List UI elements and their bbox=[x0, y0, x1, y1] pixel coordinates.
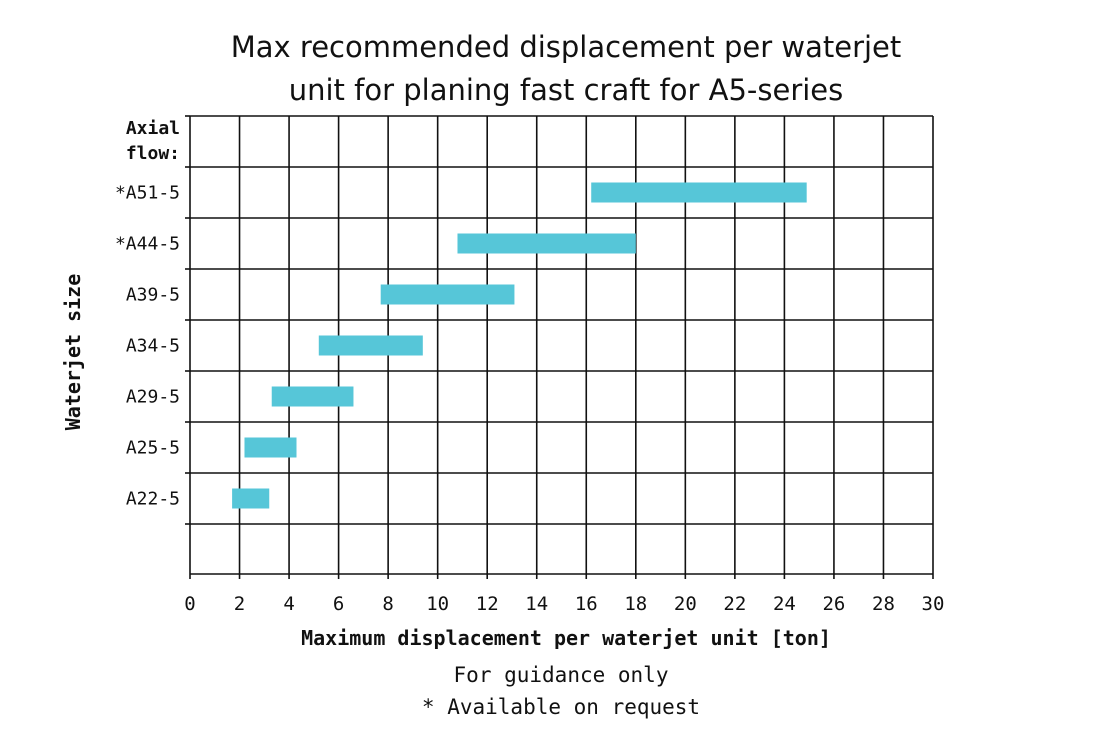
x-tick-label: 2 bbox=[234, 593, 245, 615]
availability-note: * Available on request bbox=[422, 695, 700, 719]
x-tick-labels: 0 2 4 6 8 10 12 14 16 18 20 22 24 26 28 30 bbox=[184, 593, 944, 615]
range-bar bbox=[457, 233, 636, 254]
category-label: *A44-5 bbox=[115, 234, 180, 255]
x-tick-label: 22 bbox=[723, 593, 746, 615]
x-tick-label: 12 bbox=[476, 593, 499, 615]
x-tick-label: 26 bbox=[822, 593, 845, 615]
chart-title: Max recommended displacement per waterje… bbox=[231, 30, 902, 107]
x-tick-label: 24 bbox=[773, 593, 796, 615]
category-label: A34-5 bbox=[126, 336, 180, 357]
range-bar bbox=[591, 182, 807, 203]
plot-grid bbox=[185, 115, 934, 579]
range-bar bbox=[271, 386, 354, 407]
x-tick-label: 4 bbox=[283, 593, 294, 615]
guidance-note: For guidance only bbox=[454, 663, 669, 687]
x-tick-label: 30 bbox=[922, 593, 945, 615]
x-tick-label: 10 bbox=[426, 593, 449, 615]
x-tick-label: 6 bbox=[333, 593, 344, 615]
category-labels: Axial flow: *A51-5 *A44-5 A39-5 A34-5 A29-5 A… bbox=[115, 118, 180, 510]
range-bar bbox=[232, 488, 270, 509]
category-label: A22-5 bbox=[126, 489, 180, 510]
bars bbox=[232, 182, 807, 509]
category-header-line-2: flow: bbox=[126, 143, 180, 164]
x-tick-label: 20 bbox=[674, 593, 697, 615]
x-axis-label: Maximum displacement per waterjet unit [… bbox=[301, 626, 831, 650]
category-label: A25-5 bbox=[126, 438, 180, 459]
x-tick-label: 14 bbox=[525, 593, 548, 615]
y-axis-label: Waterjet size bbox=[61, 274, 85, 431]
x-tick-label: 28 bbox=[872, 593, 895, 615]
category-label: A39-5 bbox=[126, 285, 180, 306]
x-tick-label: 18 bbox=[624, 593, 647, 615]
x-tick-label: 8 bbox=[382, 593, 393, 615]
chart-title-line-2: unit for planing fast craft for A5-serie… bbox=[289, 73, 844, 107]
category-label: *A51-5 bbox=[115, 183, 180, 204]
range-bar bbox=[244, 437, 297, 458]
category-header-line-1: Axial bbox=[126, 118, 180, 139]
x-tick-label: 0 bbox=[184, 593, 195, 615]
chart-title-line-1: Max recommended displacement per waterje… bbox=[231, 30, 902, 64]
range-bar bbox=[380, 284, 515, 305]
range-bar bbox=[318, 335, 423, 356]
x-tick-label: 16 bbox=[575, 593, 598, 615]
category-label: A29-5 bbox=[126, 387, 180, 408]
